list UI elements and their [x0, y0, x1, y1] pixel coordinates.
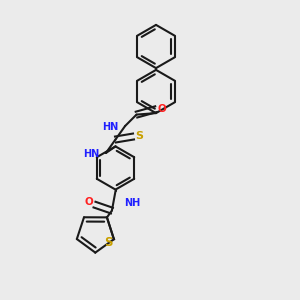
Text: HN: HN — [102, 122, 119, 133]
Text: O: O — [158, 104, 166, 114]
Text: S: S — [104, 236, 113, 249]
Text: O: O — [85, 197, 93, 207]
Text: S: S — [135, 131, 143, 141]
Text: HN: HN — [83, 149, 99, 159]
Text: NH: NH — [124, 198, 140, 208]
